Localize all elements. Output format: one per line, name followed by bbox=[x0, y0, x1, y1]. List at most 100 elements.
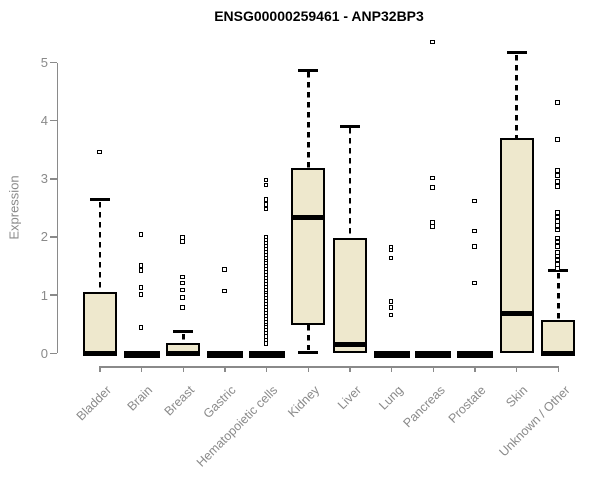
whisker-low-cap bbox=[298, 350, 319, 354]
outlier-point bbox=[430, 175, 435, 181]
x-tick bbox=[390, 366, 393, 372]
outlier-point bbox=[555, 257, 560, 263]
outlier-point bbox=[555, 173, 560, 178]
whisker-high-cap bbox=[173, 330, 194, 334]
outlier-point bbox=[430, 220, 435, 225]
x-tick-label: Hematopoietic cells bbox=[194, 383, 281, 470]
x-tick-label: Liver bbox=[334, 383, 364, 413]
x-tick-label: Breast bbox=[161, 383, 198, 419]
x-axis-line bbox=[99, 366, 560, 368]
outlier-point bbox=[180, 280, 185, 286]
outlier-point bbox=[263, 177, 269, 183]
outlier-point bbox=[180, 274, 185, 280]
whisker-high bbox=[348, 128, 352, 239]
whisker-high-cap bbox=[506, 51, 527, 55]
boxplot-median bbox=[499, 311, 534, 317]
y-tick bbox=[50, 119, 57, 122]
outlier-point bbox=[263, 206, 269, 212]
outlier-point bbox=[180, 287, 185, 293]
y-tick-label: 1 bbox=[40, 287, 48, 303]
whisker-high-cap bbox=[90, 198, 110, 202]
outlier-point bbox=[555, 239, 560, 245]
x-tick bbox=[99, 366, 101, 372]
boxplot-box bbox=[333, 238, 367, 354]
boxplot-median bbox=[291, 215, 326, 221]
outlier-point bbox=[555, 168, 560, 173]
y-tick bbox=[50, 236, 57, 238]
outlier-point bbox=[388, 305, 394, 310]
zero-box-bar bbox=[373, 351, 410, 359]
y-tick-label: 4 bbox=[40, 113, 48, 129]
whisker-low bbox=[307, 324, 310, 351]
zero-box-bar bbox=[415, 351, 452, 359]
outlier-point bbox=[138, 268, 144, 273]
x-tick-label: Pancreas bbox=[400, 383, 448, 431]
x-tick-label: Brain bbox=[125, 383, 156, 414]
whisker-high bbox=[98, 201, 102, 292]
x-tick bbox=[515, 366, 518, 372]
chart-title: ENSG00000259461 - ANP32BP3 bbox=[214, 8, 424, 24]
whisker-high bbox=[515, 54, 518, 139]
outlier-point bbox=[472, 280, 477, 286]
outlier-point bbox=[263, 202, 269, 207]
outlier-point bbox=[555, 262, 560, 267]
x-tick bbox=[349, 366, 351, 372]
x-tick bbox=[224, 366, 226, 372]
x-tick bbox=[307, 366, 310, 372]
x-tick bbox=[474, 366, 476, 372]
x-tick-label: Kidney bbox=[285, 383, 323, 420]
outlier-point bbox=[180, 239, 185, 244]
outlier-point bbox=[138, 285, 144, 290]
boxplot-box bbox=[499, 138, 534, 354]
y-tick bbox=[50, 294, 57, 296]
whisker-high bbox=[182, 333, 185, 344]
outlier-point bbox=[263, 341, 269, 346]
outlier-point bbox=[138, 263, 144, 268]
zero-box-bar bbox=[123, 351, 160, 359]
x-tick-label: Bladder bbox=[73, 383, 114, 424]
outlier-point bbox=[472, 244, 477, 249]
outlier-point bbox=[138, 325, 144, 330]
y-tick bbox=[50, 61, 57, 64]
y-axis-line bbox=[56, 62, 58, 354]
whisker-high bbox=[307, 72, 310, 169]
outlier-point bbox=[555, 100, 560, 105]
outlier-point bbox=[472, 198, 477, 204]
zero-box-bar bbox=[207, 351, 243, 359]
outlier-point bbox=[430, 185, 435, 190]
outlier-point bbox=[180, 305, 185, 310]
outlier-point bbox=[263, 182, 269, 188]
y-tick bbox=[50, 178, 57, 180]
outlier-point bbox=[555, 184, 560, 189]
outlier-point bbox=[430, 224, 435, 229]
x-tick-label: Prostate bbox=[446, 383, 489, 426]
y-tick-label: 5 bbox=[40, 55, 48, 70]
x-tick-label: Lung bbox=[376, 383, 406, 413]
x-tick bbox=[265, 366, 268, 372]
outlier-point bbox=[388, 299, 394, 304]
x-tick bbox=[182, 366, 185, 372]
boxplot-box bbox=[541, 320, 576, 354]
outlier-point bbox=[555, 223, 560, 228]
boxplot-median bbox=[541, 350, 576, 356]
outlier-point bbox=[222, 288, 227, 294]
outlier-point bbox=[263, 197, 269, 202]
outlier-point bbox=[472, 228, 477, 234]
boxplot-median bbox=[83, 350, 117, 356]
boxplot-median bbox=[333, 342, 367, 348]
y-tick-label: 3 bbox=[40, 171, 48, 187]
outlier-point bbox=[555, 253, 560, 259]
whisker-high-cap bbox=[298, 68, 319, 72]
y-tick-label: 2 bbox=[40, 229, 48, 245]
outlier-point bbox=[555, 266, 560, 271]
outlier-point bbox=[555, 227, 560, 233]
whisker-high bbox=[557, 272, 560, 321]
outlier-point bbox=[180, 235, 185, 240]
outlier-point bbox=[97, 149, 102, 155]
whisker-high-cap bbox=[548, 269, 569, 273]
boxplot-box bbox=[291, 168, 326, 325]
zero-box-bar bbox=[248, 351, 285, 359]
zero-box-bar bbox=[457, 351, 493, 359]
boxplot-median bbox=[166, 350, 201, 356]
